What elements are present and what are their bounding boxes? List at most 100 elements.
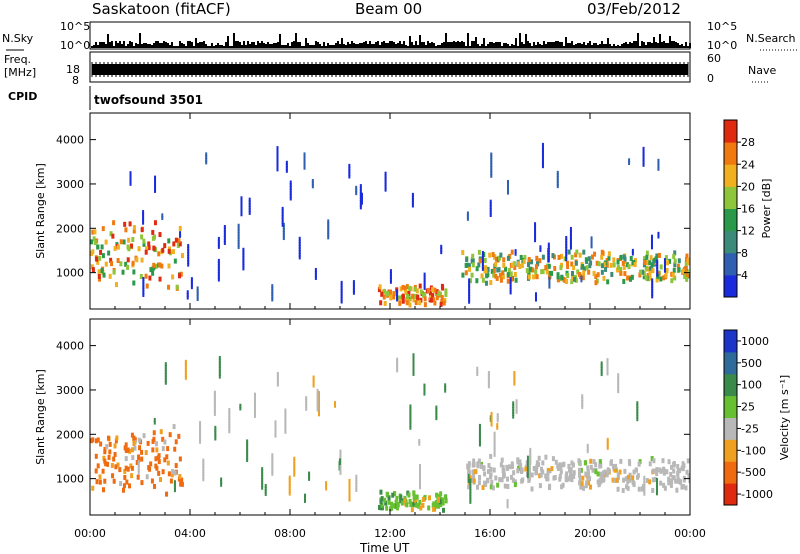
echo-cell: [683, 270, 687, 276]
scatter-cell: [352, 282, 355, 287]
nsky-bar: [367, 44, 369, 48]
nsky-bar: [653, 37, 655, 48]
nsky-bar: [619, 46, 621, 48]
nsky-bar: [679, 45, 681, 48]
echo-cell: [598, 463, 602, 469]
scatter-cell: [240, 198, 243, 203]
echo-cell: [114, 438, 118, 444]
echo-cell: [179, 481, 183, 487]
scatter-cell: [223, 240, 226, 245]
scatter-cell: [142, 220, 145, 225]
nsky-bar: [591, 45, 593, 48]
echo-cell: [619, 266, 623, 272]
scatter-cell: [541, 156, 544, 161]
echo-cell: [465, 257, 469, 263]
echo-cell: [667, 476, 671, 482]
echo-cell: [490, 479, 494, 485]
echo-cell: [124, 465, 128, 471]
echo-cell: [535, 255, 539, 261]
echo-cell: [650, 455, 654, 461]
scatter-cell: [509, 282, 512, 287]
colorbar-swatch: [724, 208, 737, 232]
scatter-cell: [496, 423, 499, 428]
echo-cell: [138, 445, 142, 451]
nsky-bar: [459, 42, 461, 48]
echo-cell: [408, 498, 412, 504]
scatter-cell: [360, 195, 363, 200]
echo-cell: [556, 463, 560, 469]
scatter-cell: [541, 150, 544, 155]
echo-cell: [90, 438, 94, 444]
scatter-cell: [164, 380, 167, 385]
scatter-cell: [435, 405, 438, 410]
scatter-cell: [435, 410, 438, 415]
echo-cell: [154, 263, 158, 269]
scatter-cell: [469, 494, 472, 499]
echo-cell: [486, 266, 490, 272]
nsky-bar: [175, 46, 177, 48]
scatter-cell: [509, 279, 512, 284]
scatter-cell: [663, 258, 666, 263]
echo-cell: [583, 266, 587, 272]
nsky-bar: [139, 33, 141, 48]
nsky-bar: [291, 42, 293, 48]
echo-cell: [426, 287, 430, 293]
echo-cell: [552, 475, 556, 481]
echo-cell: [139, 274, 143, 280]
nsky-bar: [545, 44, 547, 48]
nsky-bar: [443, 42, 445, 48]
scatter-cell: [348, 486, 351, 491]
scatter-cell: [187, 262, 190, 267]
scatter-cell: [220, 477, 223, 482]
nsky-bar: [425, 45, 427, 48]
echo-cell: [137, 437, 141, 443]
scatter-cell: [298, 255, 301, 260]
scatter-cell: [340, 280, 343, 285]
scatter-cell: [359, 205, 362, 210]
echo-cell: [623, 468, 627, 474]
nsky-bar: [667, 43, 669, 48]
echo-cell: [641, 269, 645, 275]
scatter-cell: [514, 251, 517, 256]
echo-cell: [383, 497, 387, 503]
nsky-bar: [557, 41, 559, 48]
scatter-cell: [642, 162, 645, 167]
scatter-cell: [355, 487, 358, 492]
scatter-cell: [359, 200, 362, 205]
y-tick-label: 2000: [56, 428, 84, 441]
echo-cell: [622, 264, 626, 270]
scatter-cell: [655, 483, 658, 488]
echo-cell: [591, 467, 595, 473]
scatter-cell: [493, 447, 496, 452]
echo-cell: [155, 447, 159, 453]
scatter-cell: [663, 268, 666, 273]
nsky-bar: [315, 41, 317, 48]
nsky-bar: [205, 44, 207, 48]
scatter-cell: [348, 497, 351, 502]
scatter-cell: [281, 220, 284, 225]
colorbar-tick-label: 24: [741, 158, 755, 171]
echo-cell: [486, 477, 490, 483]
scatter-cell: [534, 222, 537, 227]
nsky-bar: [569, 43, 571, 48]
echo-cell: [111, 473, 115, 479]
echo-cell: [124, 442, 128, 448]
echo-cell: [605, 257, 609, 263]
echo-cell: [419, 289, 423, 295]
echo-cell: [405, 502, 409, 508]
scatter-cell: [506, 182, 509, 187]
scatter-cell: [481, 261, 484, 266]
nsky-bar: [673, 41, 675, 48]
scatter-cell: [298, 247, 301, 252]
echo-cell: [467, 461, 471, 467]
echo-cell: [440, 283, 444, 289]
nsky-bar: [541, 45, 543, 48]
nsky-bar: [487, 44, 489, 48]
echo-cell: [140, 227, 144, 233]
scatter-cell: [223, 227, 226, 232]
nsky-bar: [223, 46, 225, 48]
scatter-cell: [154, 178, 157, 183]
scatter-cell: [396, 357, 399, 362]
echo-cell: [113, 451, 117, 457]
colorbar-swatch: [724, 417, 737, 440]
